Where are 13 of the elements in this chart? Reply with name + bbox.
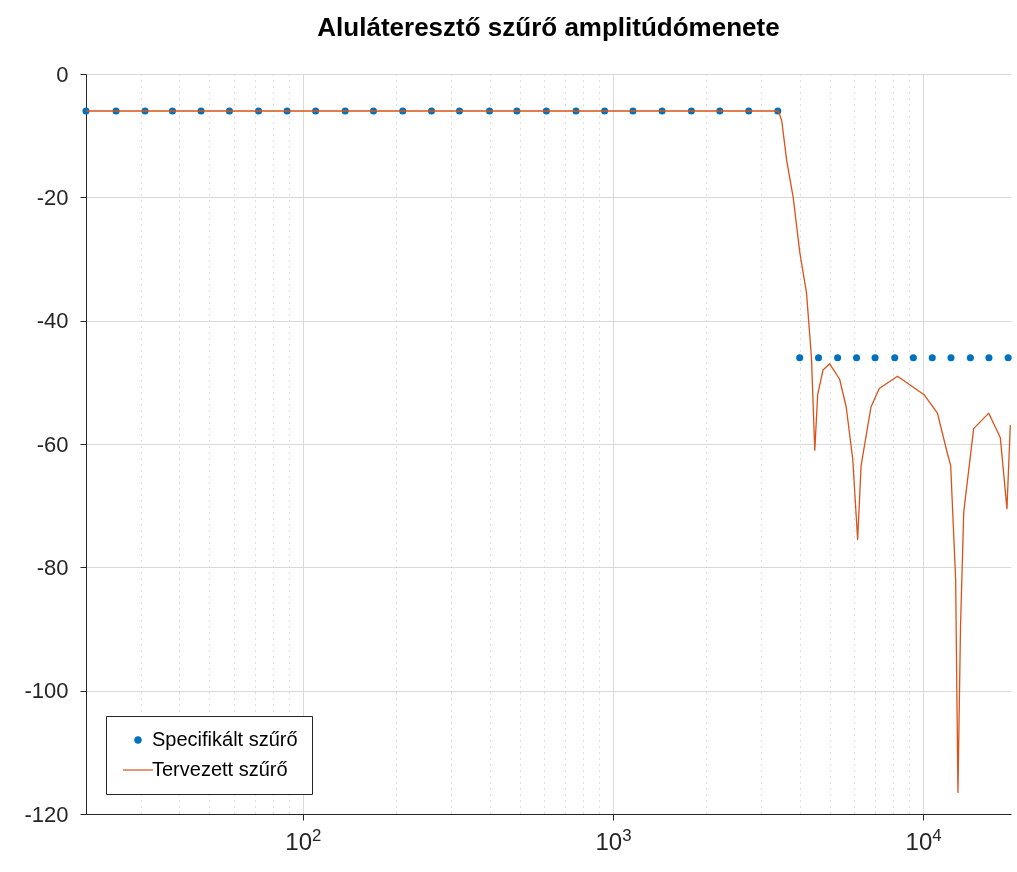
- y-tick-label: -120: [24, 801, 69, 827]
- y-tick-label: -20: [36, 184, 69, 210]
- y-tick-label: -80: [36, 554, 69, 580]
- x-tick-label: 10$^{2}$: [285, 825, 322, 855]
- y-tick-label: -60: [36, 431, 69, 457]
- x-tick-label: 10$^{4}$: [905, 825, 942, 855]
- legend-label: Tervezett szűrő: [152, 758, 288, 780]
- y-tick-label: 0: [56, 61, 69, 87]
- chart-title: Aluláteresztő szűrő amplitúdómenete: [317, 12, 780, 42]
- y-tick-label: -40: [36, 308, 69, 334]
- y-tick-label: -100: [24, 678, 69, 704]
- x-tick-label: 10$^{3}$: [595, 825, 632, 855]
- legend-label: Specifikált szűrő: [152, 728, 298, 750]
